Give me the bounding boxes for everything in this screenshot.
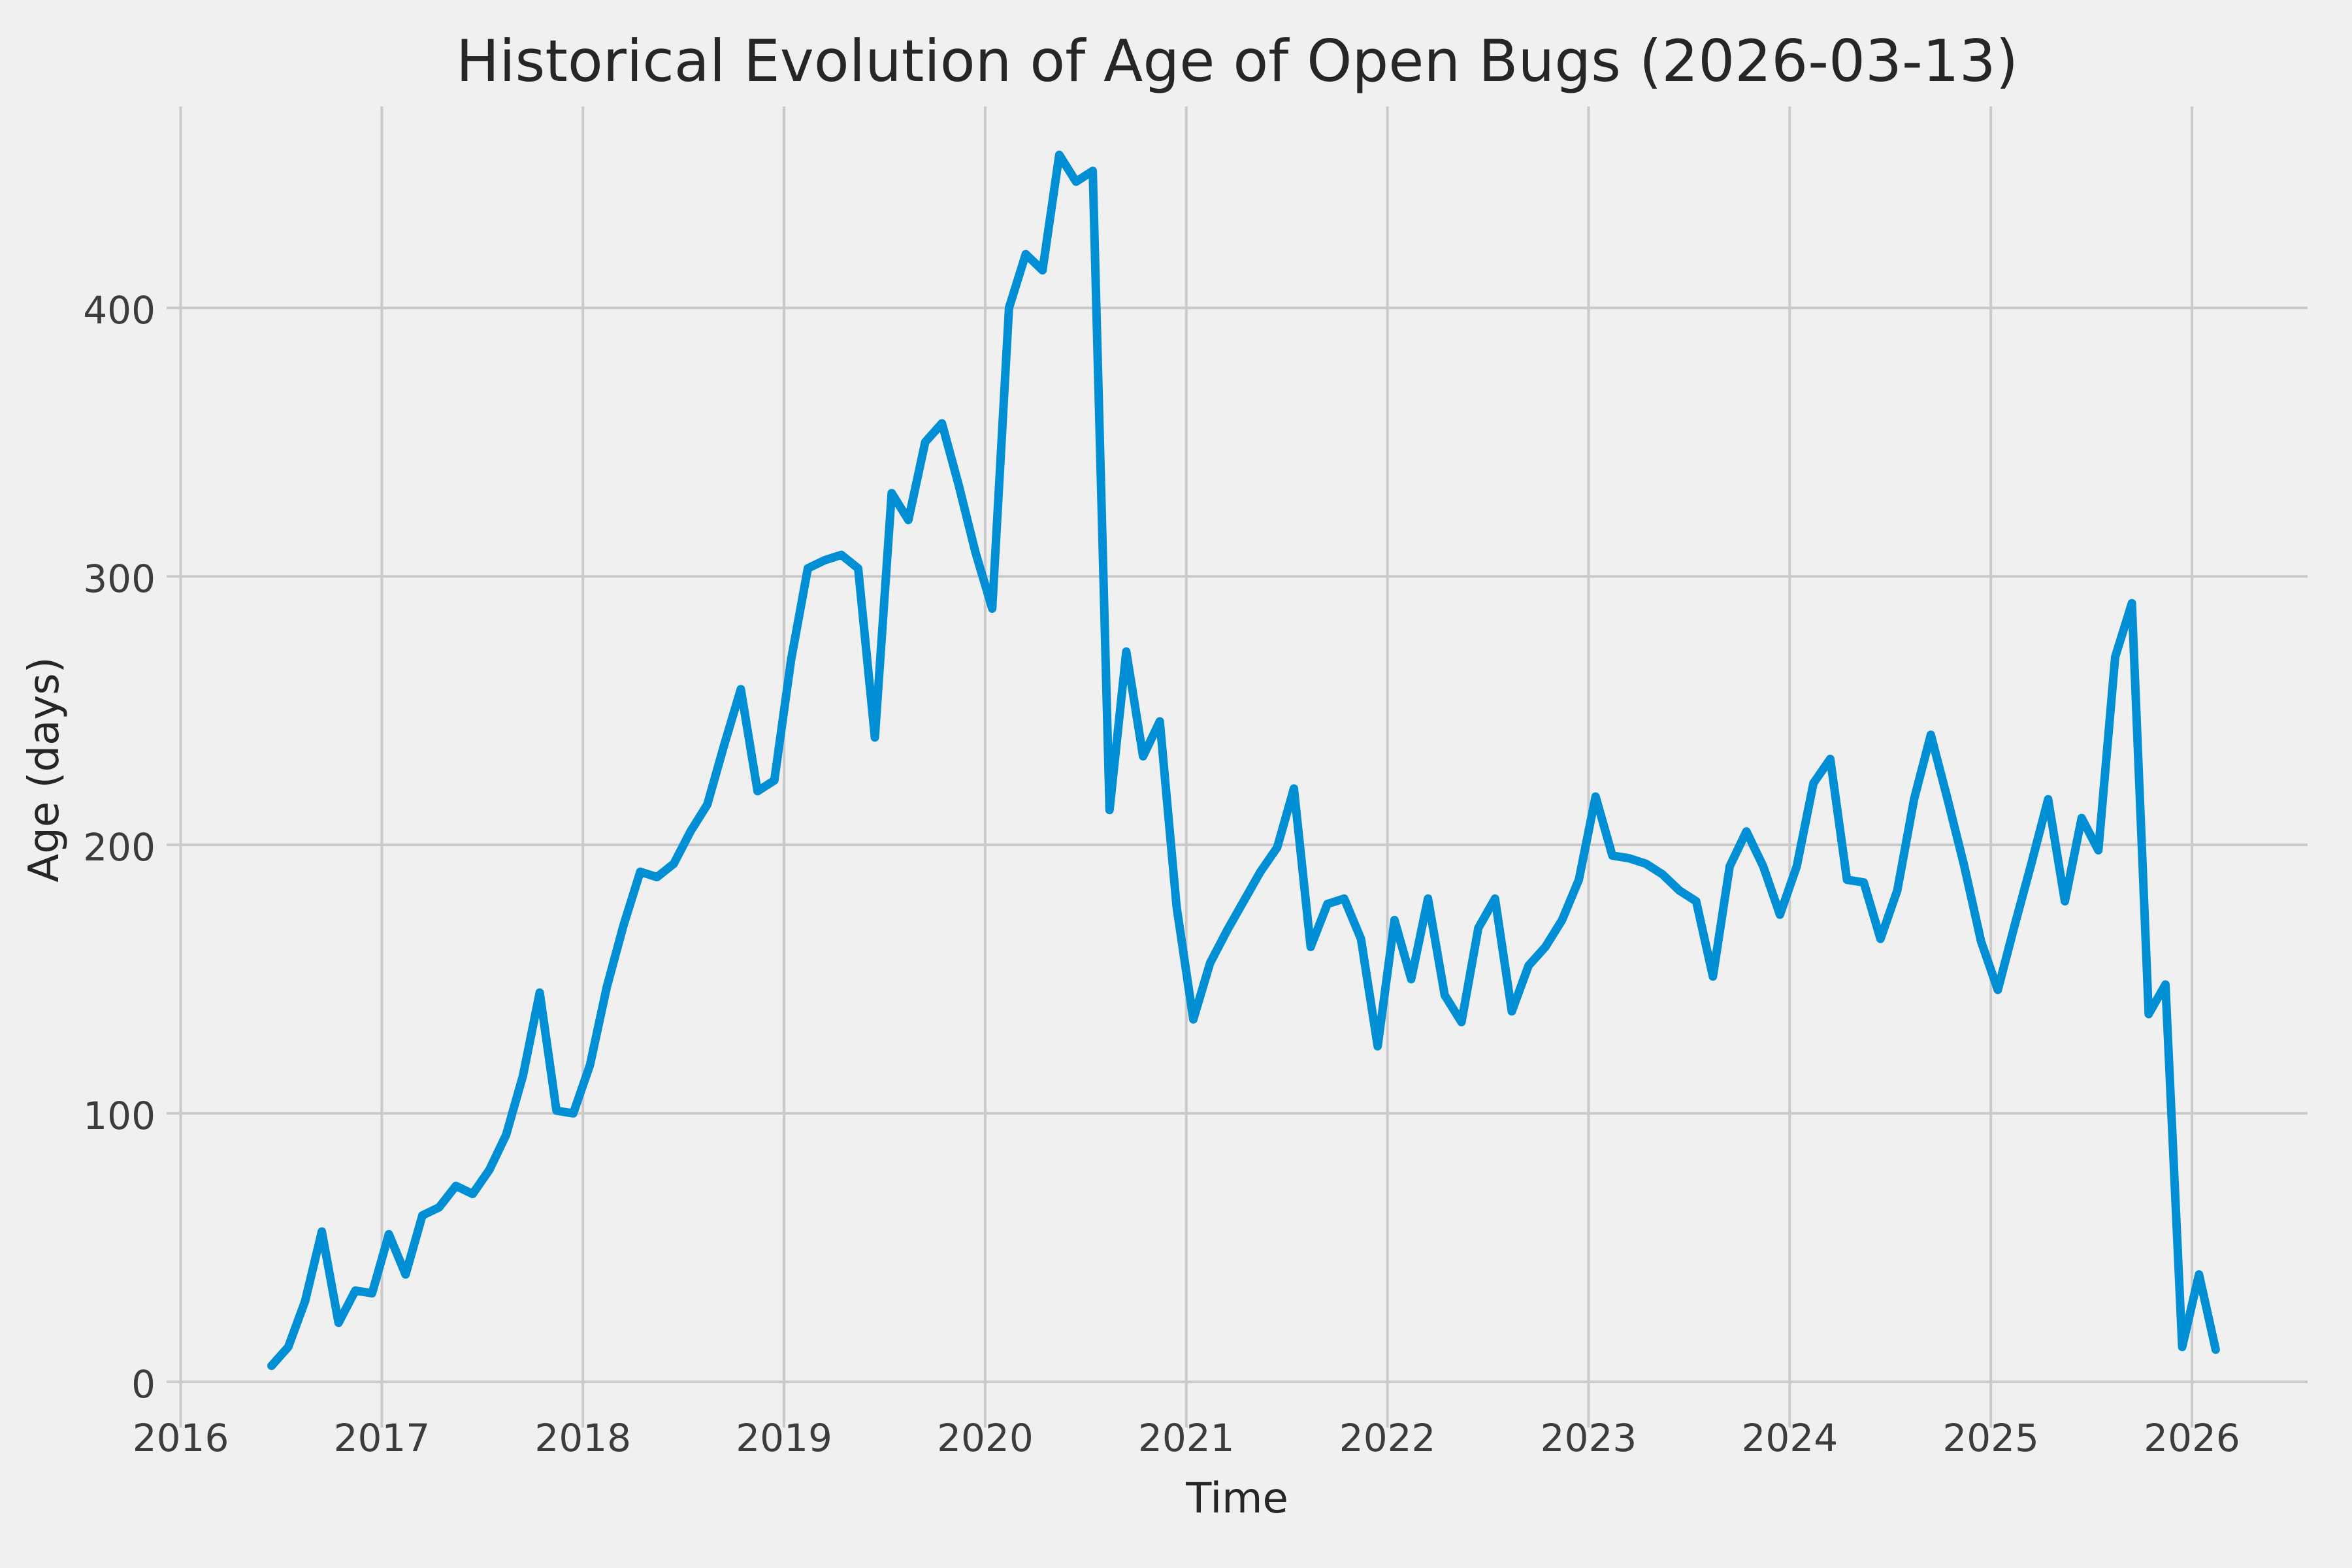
y-tick-label-100: 100 [83, 1094, 155, 1139]
y-tick-label-400: 400 [83, 288, 155, 333]
x-tick-label-2025: 2025 [1942, 1416, 2039, 1460]
series-line-age-of-open-bugs [267, 150, 2220, 1370]
x-tick-label-2016: 2016 [132, 1416, 229, 1460]
x-tick-label-2023: 2023 [1540, 1416, 1637, 1460]
y-tick-label-300: 300 [83, 557, 155, 602]
x-tick-label-2019: 2019 [736, 1416, 832, 1460]
x-tick-label-2026: 2026 [2144, 1416, 2240, 1460]
x-tick-label-2017: 2017 [333, 1416, 431, 1460]
x-axis-label: Time [1186, 1475, 1288, 1523]
y-tick-label-0: 0 [131, 1362, 155, 1407]
x-tick-label-2024: 2024 [1741, 1416, 1838, 1460]
y-tick-label-200: 200 [83, 825, 155, 870]
x-tick-label-2022: 2022 [1339, 1416, 1436, 1460]
x-tick-label-2021: 2021 [1137, 1416, 1235, 1460]
chart-title: Historical Evolution of Age of Open Bugs… [455, 27, 2019, 95]
x-tick-label-2018: 2018 [534, 1416, 632, 1460]
x-tick-label-2020: 2020 [937, 1416, 1034, 1460]
